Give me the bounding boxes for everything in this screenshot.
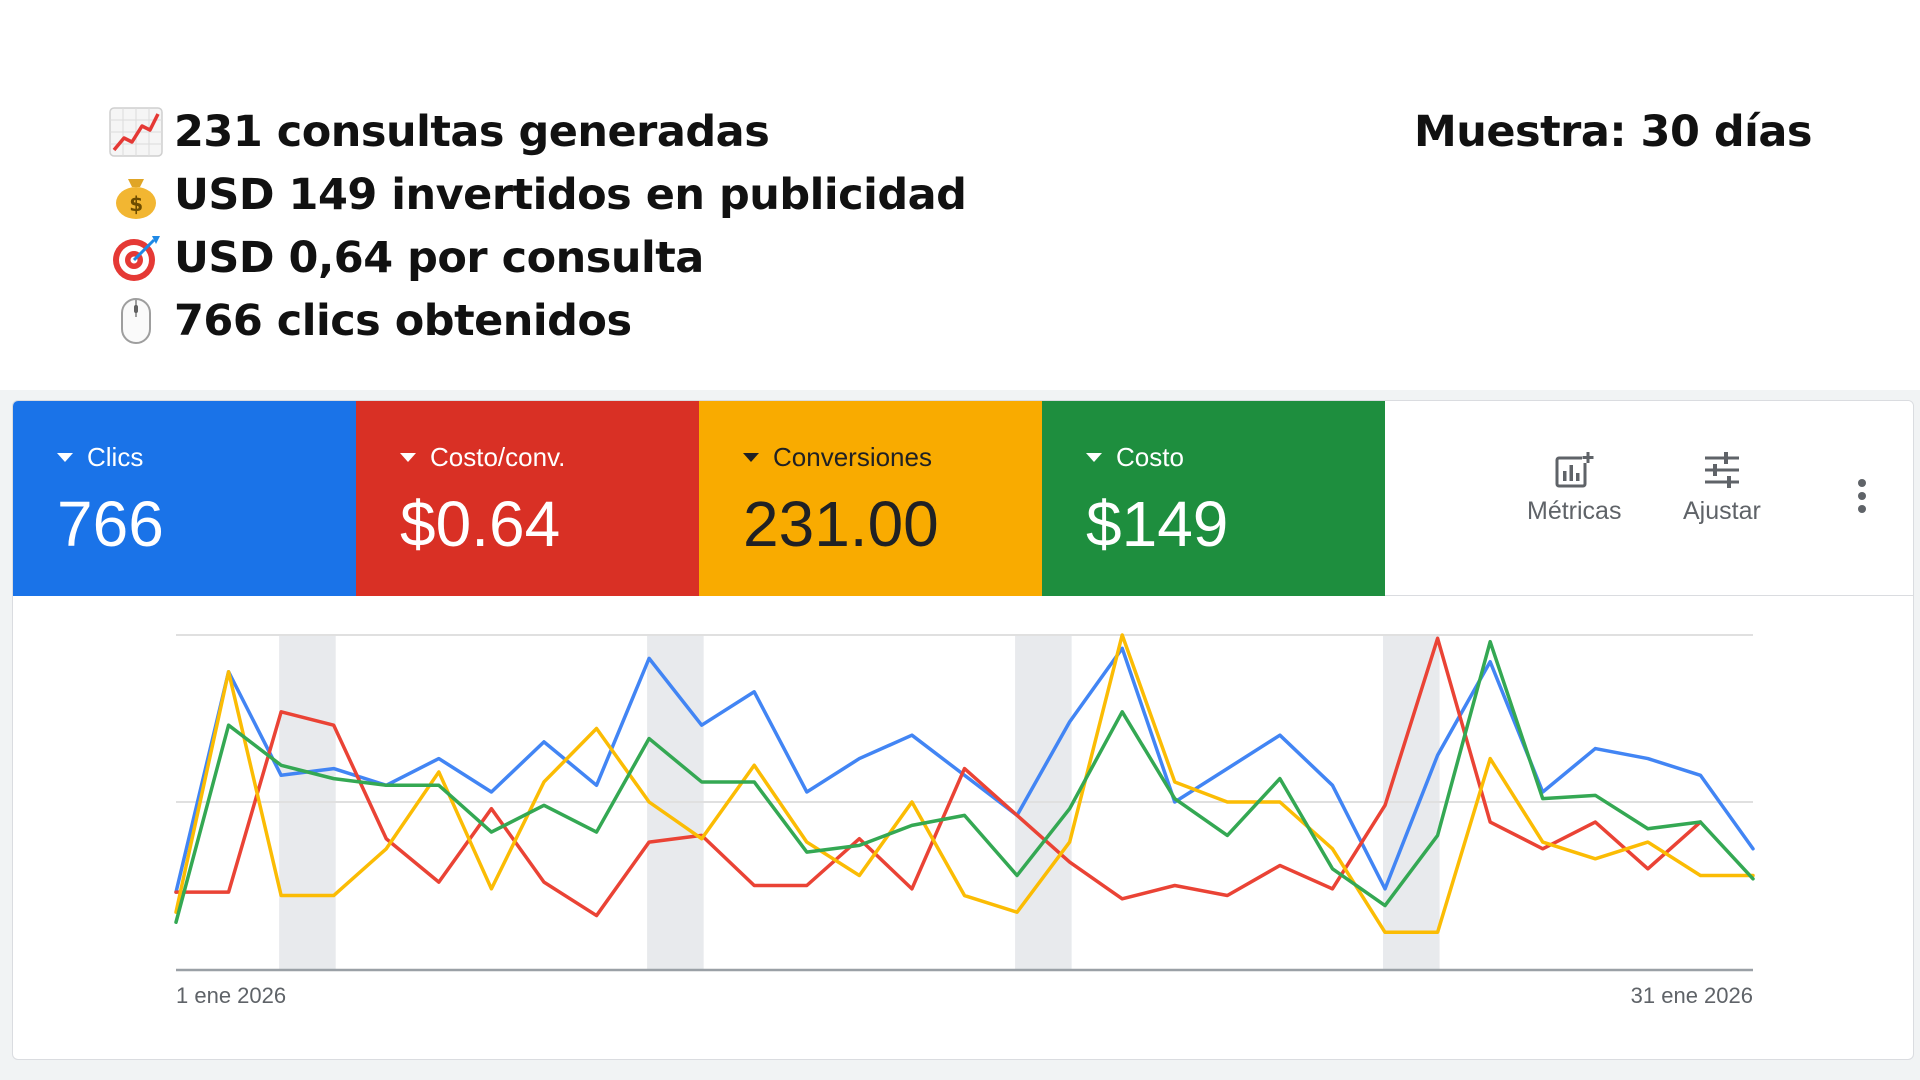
tune-icon — [1704, 452, 1739, 488]
metric-tiles: Clics 766 Costo/conv. $0.64 Conversiones… — [13, 401, 1913, 596]
performance-card: Clics 766 Costo/conv. $0.64 Conversiones… — [12, 400, 1914, 1060]
adjust-button[interactable]: Ajustar — [1683, 451, 1761, 526]
dropdown-caret-icon[interactable] — [1086, 452, 1102, 462]
line-chart: 1 ene 2026 31 ene 2026 — [13, 597, 1913, 1059]
metric-tile-conversiones[interactable]: Conversiones 231.00 — [699, 401, 1042, 596]
more-vert-icon[interactable] — [1857, 479, 1867, 519]
metric-value: $0.64 — [400, 488, 561, 560]
x-tick-label-start: 1 ene 2026 — [176, 983, 286, 1008]
dropdown-caret-icon[interactable] — [400, 452, 416, 462]
series-line-clics — [174, 646, 1755, 894]
metric-value: $149 — [1086, 488, 1229, 560]
series-line-costo-conv- — [174, 636, 1703, 918]
x-tick-label-end: 31 ene 2026 — [1631, 983, 1753, 1008]
summary-line-clics: 766 clics obtenidos — [108, 289, 1108, 352]
metrics-button-label: Métricas — [1527, 497, 1622, 525]
svg-text:$: $ — [129, 192, 142, 216]
metric-value: 766 — [57, 488, 164, 560]
metric-label: Costo/conv. — [430, 441, 566, 472]
summary-text: USD 0,64 por consulta — [174, 232, 704, 283]
metric-tile-header: Costo/conv. — [400, 439, 699, 475]
mouse-icon — [121, 297, 151, 344]
summary-text: USD 149 invertidos en publicidad — [174, 169, 967, 220]
target-icon — [113, 235, 160, 281]
summary-line-consultas: 231 consultas generadas — [108, 100, 1108, 163]
chart-toolbar: Métricas Ajustar — [1385, 401, 1913, 595]
metric-tile-clics[interactable]: Clics 766 — [13, 401, 356, 596]
metric-label: Clics — [87, 441, 144, 472]
metric-tile-costo[interactable]: Costo $149 — [1042, 401, 1385, 596]
line-chart-svg: 1 ene 2026 31 ene 2026 — [174, 633, 1755, 1008]
metric-value: 231.00 — [743, 488, 939, 560]
metric-label: Costo — [1116, 441, 1184, 472]
metric-tile-header: Conversiones — [743, 439, 1042, 475]
metric-tile-header: Clics — [57, 439, 356, 475]
adjust-button-label: Ajustar — [1683, 497, 1761, 525]
metric-label: Conversiones — [773, 441, 932, 472]
dropdown-caret-icon[interactable] — [57, 452, 73, 462]
series-line-conversiones — [174, 633, 1755, 935]
metric-tile-header: Costo — [1086, 439, 1385, 475]
sample-period-label: Muestra: 30 días — [1413, 106, 1813, 157]
summary-text: 231 consultas generadas — [174, 106, 770, 157]
chart-increasing-icon — [109, 106, 163, 157]
summary-line-costo-consulta: USD 0,64 por consulta — [108, 226, 1108, 289]
summary-line-inversion: $ USD 149 invertidos en publicidad — [108, 163, 1108, 226]
summary-list: 231 consultas generadas $ USD 149 invert… — [108, 100, 1108, 352]
summary-text: 766 clics obtenidos — [174, 295, 632, 346]
metrics-button[interactable]: Métricas — [1527, 451, 1621, 526]
money-bag-icon: $ — [116, 178, 156, 219]
bar-chart-add-icon — [1555, 451, 1595, 488]
metric-tile-costo-conv[interactable]: Costo/conv. $0.64 — [356, 401, 699, 596]
series-line-costo — [174, 639, 1755, 924]
dropdown-caret-icon[interactable] — [743, 452, 759, 462]
